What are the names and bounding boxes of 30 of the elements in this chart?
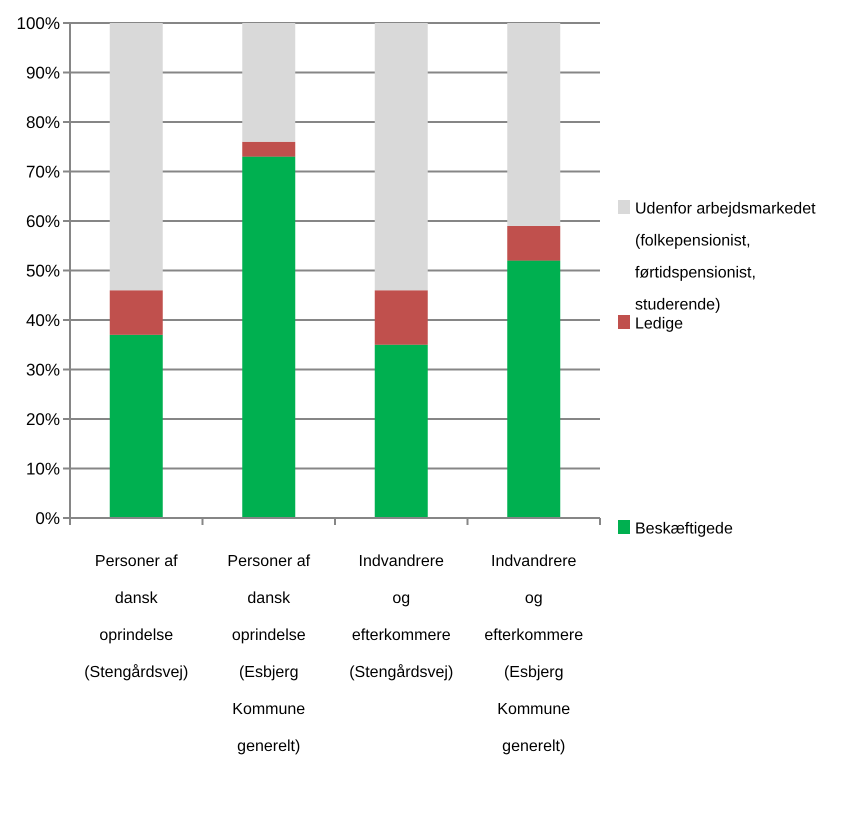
y-tick-label: 100% bbox=[16, 14, 60, 33]
y-tick-label: 80% bbox=[26, 112, 60, 132]
bar bbox=[507, 260, 560, 518]
legend-label: Udenfor arbejdsmarkedet (folkepensionist, førtidspensionist, studerende) bbox=[635, 200, 816, 314]
y-tick-label: 40% bbox=[26, 310, 60, 330]
y-tick-label: 10% bbox=[26, 459, 60, 478]
y-tick-label: 0% bbox=[35, 508, 60, 528]
y-tick-label: 20% bbox=[26, 410, 60, 429]
bar bbox=[110, 290, 163, 335]
y-tick-label: 60% bbox=[26, 212, 60, 231]
y-tick-label: 70% bbox=[26, 162, 60, 182]
category-label: Personer af dansk oprindelse (Stengårdsvej) bbox=[84, 553, 188, 681]
bar bbox=[110, 334, 163, 518]
category-label: Personer af dansk oprindelse (Esbjerg Kommune generelt) bbox=[227, 553, 310, 755]
bar bbox=[242, 23, 296, 142]
y-tick-label: 30% bbox=[26, 360, 60, 380]
category-label: Indvandrere og efterkommere (Esbjerg Kommune generelt) bbox=[484, 553, 584, 755]
bar bbox=[374, 344, 428, 518]
y-tick-label: 50% bbox=[26, 261, 60, 280]
bar bbox=[374, 290, 428, 345]
legend-label: Ledige bbox=[635, 316, 684, 333]
category-label: Indvandrere og efterkommere (Stengårdsvej) bbox=[349, 553, 454, 681]
bar bbox=[374, 23, 428, 290]
y-tick-label: 90% bbox=[26, 63, 60, 82]
bar bbox=[507, 226, 560, 261]
bar bbox=[507, 23, 560, 226]
bar bbox=[242, 142, 296, 157]
bar bbox=[242, 156, 296, 518]
bar bbox=[110, 23, 163, 290]
legend-label: Beskæftigede bbox=[635, 520, 733, 538]
